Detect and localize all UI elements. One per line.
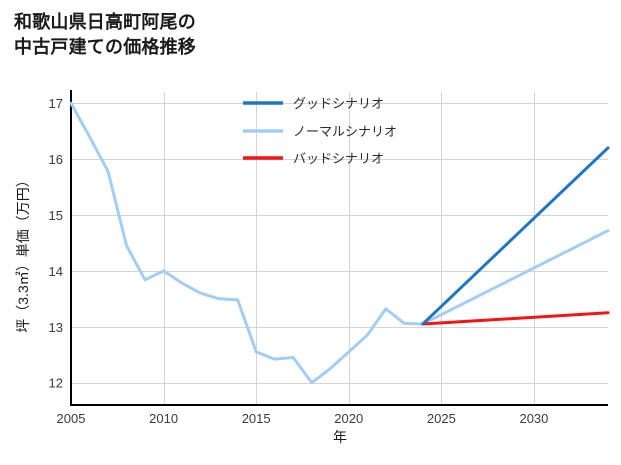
series-line-normal <box>421 229 610 326</box>
series-line-bad <box>421 311 610 326</box>
x-tick-label-2025: 2025 <box>427 411 456 426</box>
y-tick-label-16: 16 <box>49 152 63 167</box>
y-tick-label-14: 14 <box>49 264 63 279</box>
y-tick-label-13: 13 <box>49 320 63 335</box>
y-tick-label-12: 12 <box>49 376 63 391</box>
x-tick-label-2020: 2020 <box>334 411 363 426</box>
legend-label-normal-scenario: ノーマルシナリオ <box>293 124 397 139</box>
x-tick-label-2015: 2015 <box>242 411 271 426</box>
chart-title: 和歌山県日高町阿尾の 中古戸建ての価格推移 <box>14 12 196 57</box>
series-group <box>69 101 610 385</box>
y-tick-label-15: 15 <box>49 208 63 223</box>
legend-label-good-scenario: グッドシナリオ <box>293 96 384 111</box>
x-tick-label-2005: 2005 <box>57 411 86 426</box>
series-line-good <box>421 146 610 326</box>
x-tick-label-2030: 2030 <box>519 411 548 426</box>
legend-label-bad-scenario: バッドシナリオ <box>293 151 384 166</box>
series-line-history <box>69 101 425 385</box>
x-tick-label-2010: 2010 <box>149 411 178 426</box>
y-tick-label-17: 17 <box>49 96 63 111</box>
axes-group <box>69 90 608 407</box>
tick-labels-group: 12 13 14 15 16 17 2005 2010 2015 2020 2025 2030 <box>49 96 549 426</box>
y-axis-title: 坪（3.3㎡）単価（万円） <box>15 173 31 332</box>
x-axis-title: 年 <box>333 429 347 445</box>
chart-legend: グッドシナリオ ノーマルシナリオ バッドシナリオ <box>243 96 397 166</box>
